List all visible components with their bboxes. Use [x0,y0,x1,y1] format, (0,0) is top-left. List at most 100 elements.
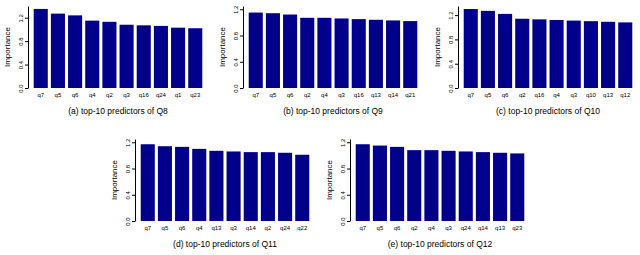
x-tick-label: q5 [377,225,384,231]
y-tick: 0.4 [340,190,350,199]
x-tick-label: q22 [297,225,308,231]
x-tick: q1 [175,92,182,98]
x-tick-label: q7 [37,92,44,98]
x-tick: q6 [287,92,294,98]
y-tick: 0.0 [18,84,28,93]
y-tick-mark [240,62,243,63]
x-tick: q12 [620,92,631,98]
x-tick-label: q3 [570,92,577,98]
bar [403,21,417,88]
x-tick: q24 [280,225,291,231]
x-tick-label: q14 [388,92,399,98]
caption: (a) top-10 predictors of Q8 [68,106,168,116]
bar [154,26,168,88]
x-tick-label: q3 [338,92,345,98]
bar [550,20,564,88]
y-tick-mark [25,65,28,66]
y-tick-mark [240,88,243,89]
y-axis-line [135,140,136,222]
x-tick: q3 [445,225,452,231]
y-tick: 0.8 [125,164,135,173]
x-tick-label: q7 [252,92,259,98]
x-tick-label: q3 [123,92,130,98]
bar [261,152,275,221]
x-tick-label: q7 [359,225,366,231]
bar [424,150,438,221]
y-axis-title: Importance [218,26,227,67]
x-tick: q7 [467,92,474,98]
bar [120,25,134,88]
bar [68,15,82,88]
x-tick-label: q4 [428,225,435,231]
x-tick-label: q3 [230,225,237,231]
x-tick: q13 [603,92,614,98]
x-tick-label: q6 [72,92,79,98]
bar [175,147,189,221]
x-tick-label: q24 [461,225,472,231]
bar [515,19,529,88]
figure: 0.0 0.4 0.8 1.2 q7 q5 q6 q4 q2 q3 q16 q24 q1 q23 Impor… [0,0,640,255]
y-tick-mark [240,9,243,10]
bar [102,22,116,88]
x-tick: q4 [196,225,203,231]
y-tick: 0.4 [18,60,28,69]
y-tick: 1.2 [18,13,28,22]
x-tick: q2 [304,92,311,98]
x-tick: q4 [89,92,96,98]
x-tick: q7 [359,225,366,231]
y-tick-mark [455,88,458,89]
bars [464,9,633,88]
x-tick-label: q5 [485,92,492,98]
bar [278,153,292,221]
bar [601,22,615,88]
y-tick-mark [347,142,350,143]
x-tick: q14 [246,225,257,231]
x-tick: q4 [321,92,328,98]
bar [317,18,331,88]
y-tick-label: 0.0 [340,217,346,226]
x-tick-label: q13 [371,92,382,98]
y-tick: 1.2 [125,138,135,147]
y-tick-mark [132,195,135,196]
bar [227,151,241,221]
x-tick: q7 [37,92,44,98]
y-tick-mark [347,169,350,170]
x-tick: q3 [570,92,577,98]
bar [618,22,632,88]
bar [493,153,507,221]
y-tick: 0.0 [340,217,350,226]
x-tick: q3 [230,225,237,231]
y-tick-label: 0.4 [448,59,454,68]
y-tick-label: 0.4 [125,190,131,199]
y-tick: 0.0 [125,217,135,226]
x-tick: q23 [190,92,201,98]
x-tick: q5 [270,92,277,98]
x-tick: q13 [495,225,506,231]
bar [532,19,546,88]
x-tick-label: q24 [280,225,291,231]
bars [34,9,203,88]
y-axis-title: Importance [433,26,442,67]
y-tick-label: 0.8 [340,164,346,173]
x-axis: q7q5q6q2q4q3q16q13q14q21 [252,92,416,98]
bar [567,21,581,88]
x-tick-label: q5 [162,225,169,231]
x-tick: q6 [72,92,79,98]
x-tick-label: q16 [354,92,365,98]
x-tick: q14 [478,225,489,231]
x-tick-label: q7 [144,225,151,231]
bar [51,14,65,88]
bar [352,19,366,88]
y-tick-label: 0.4 [18,60,24,69]
x-tick-label: q4 [321,92,328,98]
y-tick-label: 1.2 [233,5,239,14]
x-tick: q16 [354,92,365,98]
x-tick-label: q7 [467,92,474,98]
y-tick-mark [240,36,243,37]
x-tick-label: q6 [179,225,186,231]
x-tick-label: q4 [196,225,203,231]
y-tick-label: 0.0 [233,84,239,93]
x-tick-label: q2 [519,92,526,98]
x-tick-label: q23 [190,92,201,98]
x-tick: q4 [428,225,435,231]
